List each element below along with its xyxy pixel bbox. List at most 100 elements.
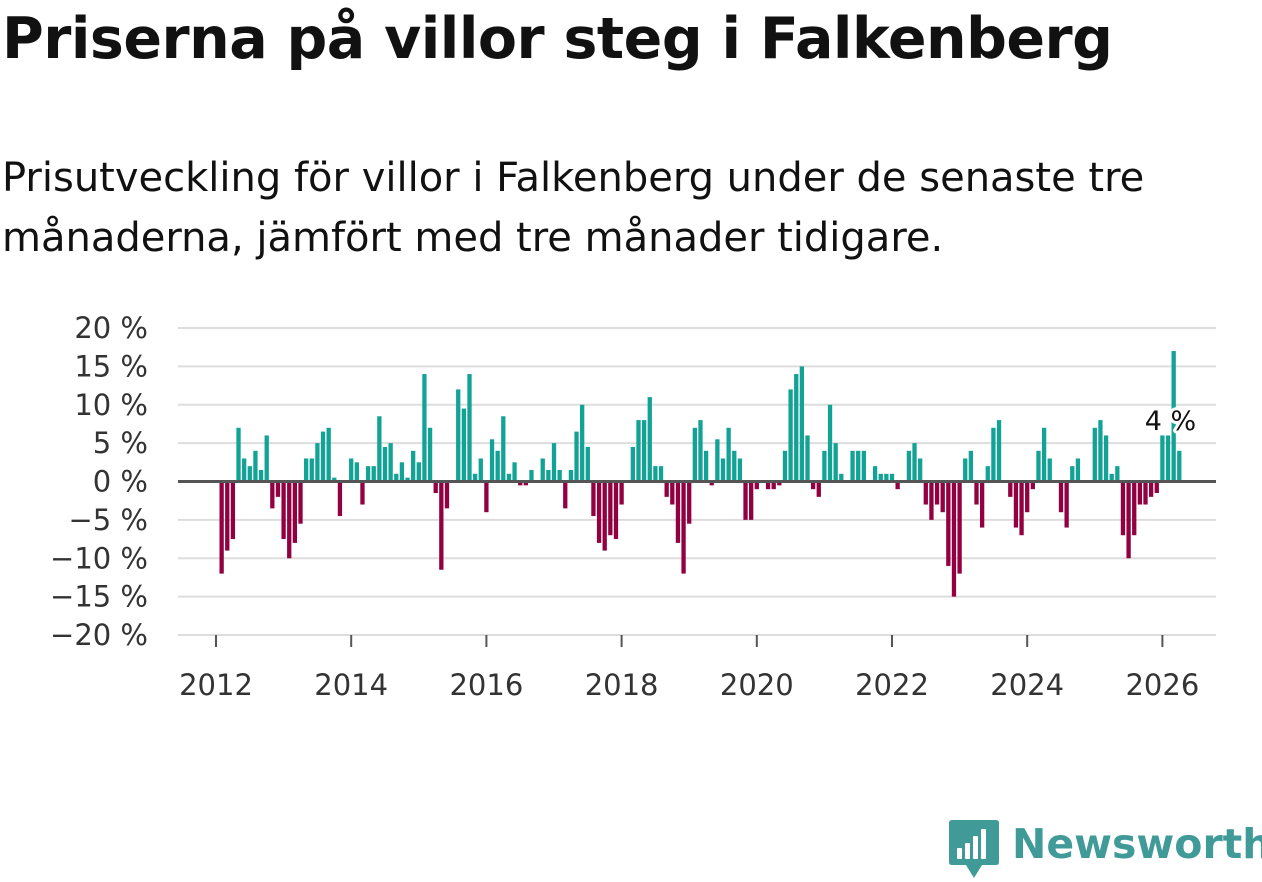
bar [287, 481, 292, 559]
bar [546, 469, 551, 482]
bar [416, 462, 421, 482]
bar [782, 450, 788, 482]
bar [889, 473, 895, 482]
bar [1177, 450, 1182, 482]
bar [765, 481, 771, 490]
last-value-annotation: 4 % [1142, 403, 1199, 440]
bar [923, 481, 928, 505]
bar [270, 481, 275, 509]
bar [320, 431, 326, 482]
annotation-label: 4 % [1145, 406, 1196, 437]
bar [523, 481, 528, 486]
bar [1058, 481, 1064, 513]
bar [456, 389, 461, 482]
bar [1019, 481, 1024, 536]
bar [382, 446, 388, 482]
bar [501, 416, 506, 482]
bar [709, 481, 714, 486]
bar [619, 481, 624, 505]
bar [258, 469, 264, 482]
bar [303, 458, 309, 482]
bar [1041, 427, 1047, 482]
bar [551, 443, 557, 482]
bar [771, 481, 776, 490]
bar [630, 446, 636, 482]
bar [591, 481, 596, 517]
y-tick-label: 10 % [74, 388, 148, 422]
bar [540, 458, 545, 482]
bar [726, 427, 731, 482]
bar [394, 473, 399, 482]
bar [1154, 481, 1159, 494]
y-tick-label: −10 % [50, 541, 148, 575]
bar [1132, 481, 1137, 536]
bar [788, 389, 793, 482]
price-change-bar-chart: 20 % 15 % 10 % 5 % 0 % −5 % −10 % −15 % −20 % 20… [50, 311, 1216, 702]
y-tick-label: −15 % [50, 580, 148, 614]
bar [427, 427, 433, 482]
bar [658, 466, 664, 482]
bar [715, 439, 720, 482]
bar [596, 481, 602, 543]
bar [1064, 481, 1069, 528]
y-tick-label: −5 % [68, 503, 148, 537]
bar [360, 481, 365, 505]
bar [664, 481, 669, 497]
bar [242, 458, 247, 482]
bar [698, 420, 703, 482]
bar [985, 466, 990, 482]
bar [957, 481, 962, 574]
bar [794, 374, 799, 482]
bar [399, 462, 405, 482]
x-tick-label: 2014 [314, 668, 388, 702]
bar [675, 481, 681, 543]
x-tick-label: 2012 [179, 668, 253, 702]
bar [670, 481, 675, 505]
bar [422, 374, 427, 482]
x-tick-label: 2020 [720, 668, 794, 702]
bar [878, 473, 883, 482]
x-axis: 2012 2014 2016 2018 2020 2022 2024 2026 [179, 635, 1199, 702]
bar [467, 374, 472, 482]
chart-subtitle: Prisutveckling för villor i Falkenberg u… [2, 155, 1145, 261]
bar [816, 481, 821, 497]
bar [247, 466, 252, 482]
bar [1013, 481, 1019, 528]
bar [872, 466, 878, 482]
bar [613, 481, 619, 540]
bar [225, 481, 230, 551]
bar [732, 450, 737, 482]
bar [1025, 481, 1030, 513]
bar [1148, 481, 1154, 497]
bar [810, 481, 816, 490]
bar [365, 466, 371, 482]
bar [574, 431, 579, 482]
bar [692, 427, 697, 482]
bar [371, 466, 376, 482]
bar [1070, 466, 1075, 482]
bar [703, 450, 709, 482]
bar [737, 458, 743, 482]
bar [856, 450, 861, 482]
bar [681, 481, 686, 574]
bar [1137, 481, 1143, 505]
bar [602, 481, 607, 551]
bar [1171, 351, 1176, 482]
bar [799, 366, 805, 482]
bar [337, 481, 343, 517]
bar [281, 481, 286, 540]
bar [1036, 450, 1041, 482]
bar [1126, 481, 1131, 559]
bar [275, 481, 281, 497]
bar [929, 481, 934, 520]
bar [461, 408, 467, 482]
bar [861, 450, 866, 482]
bar [940, 481, 945, 513]
bar [478, 458, 483, 482]
bar [444, 481, 450, 509]
bar [405, 477, 410, 482]
bar [946, 481, 951, 566]
bar [968, 450, 974, 482]
bar [777, 481, 782, 486]
bar [1115, 466, 1120, 482]
